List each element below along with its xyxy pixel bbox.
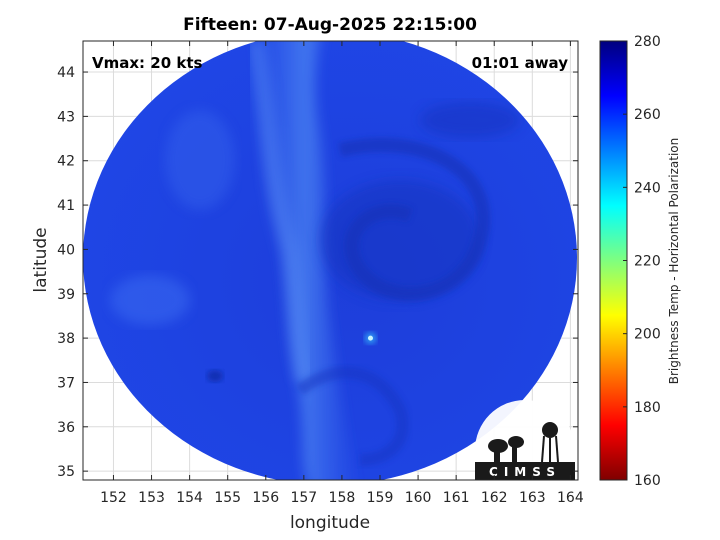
- colorbar-tick-label: 180: [634, 400, 661, 416]
- chart-title: Fifteen: 07-Aug-2025 22:15:00: [183, 15, 477, 35]
- y-tick-label: 41: [57, 198, 75, 214]
- x-axis: 152 153 154 155 156 157 158 159 160 161 162 163 164: [100, 41, 584, 506]
- colorbar-tick-label: 240: [634, 180, 661, 196]
- x-tick-label: 153: [138, 490, 165, 506]
- colorbar-tick-label: 200: [634, 327, 661, 343]
- cimss-logo-text: CIMSS: [489, 465, 561, 479]
- colorbar: 160 180 200 220 240 260 280 Brightness Temp - …: [599, 34, 681, 489]
- y-tick-label: 44: [57, 65, 75, 81]
- y-axis-label: latitude: [31, 227, 51, 292]
- x-tick-label: 156: [252, 490, 279, 506]
- x-tick-label: 158: [329, 490, 356, 506]
- x-tick-label: 155: [214, 490, 241, 506]
- x-tick-label: 162: [481, 490, 508, 506]
- x-tick-label: 160: [405, 490, 432, 506]
- colorbar-tick-label: 260: [634, 107, 661, 123]
- vmax-label: Vmax: 20 kts: [92, 54, 202, 72]
- x-tick-label: 157: [290, 490, 317, 506]
- time-away-label: 01:01 away: [472, 54, 569, 72]
- colorbar-ticks: 160 180 200 220 240 260 280: [623, 34, 661, 489]
- storm-center-marker: [364, 332, 377, 345]
- x-tick-label: 164: [557, 490, 584, 506]
- cimss-logo: CIMSS: [475, 400, 575, 500]
- x-axis-label: longitude: [290, 513, 370, 533]
- y-tick-label: 43: [57, 109, 75, 125]
- y-tick-label: 40: [57, 242, 75, 258]
- x-tick-label: 163: [519, 490, 546, 506]
- axes-frame: [82, 40, 579, 481]
- y-axis: 35 36 37 38 39 40 41 42 43 44: [57, 65, 578, 480]
- colorbar-tick-label: 280: [634, 34, 661, 50]
- x-tick-label: 161: [443, 490, 470, 506]
- y-tick-label: 36: [57, 420, 75, 436]
- y-tick-label: 38: [57, 331, 75, 347]
- brightness-temperature-field: [83, 41, 577, 480]
- y-tick-label: 39: [57, 287, 75, 303]
- colorbar-gradient: [600, 41, 627, 480]
- colorbar-tick-label: 220: [634, 254, 661, 270]
- x-tick-label: 154: [176, 490, 203, 506]
- x-tick-label: 159: [367, 490, 394, 506]
- y-tick-label: 37: [57, 375, 75, 391]
- y-tick-label: 42: [57, 154, 75, 170]
- y-tick-label: 35: [57, 464, 75, 480]
- colorbar-label: Brightness Temp - Horizontal Polarizatio…: [667, 138, 681, 385]
- x-tick-label: 152: [100, 490, 127, 506]
- colorbar-tick-label: 160: [634, 473, 661, 489]
